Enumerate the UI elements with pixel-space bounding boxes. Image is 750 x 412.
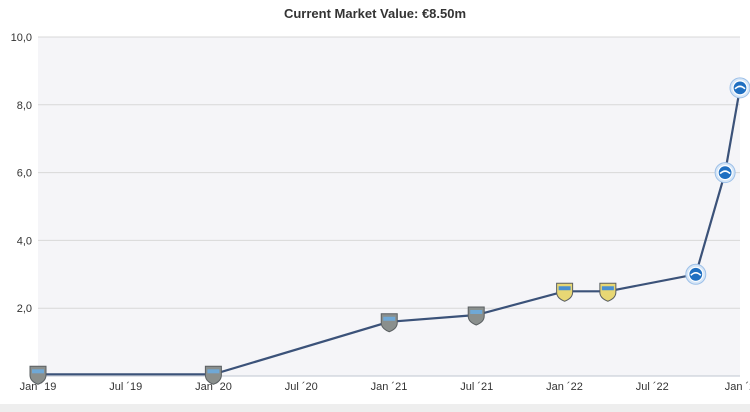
data-point-club-crest[interactable] — [599, 282, 617, 302]
data-point-club-crest[interactable] — [380, 313, 398, 333]
y-tick-label: 10,0 — [11, 32, 32, 44]
y-axis-ticks: 10,0 8,0 6,0 4,0 2,0 — [11, 32, 32, 315]
data-point-club-crest[interactable] — [556, 282, 574, 302]
club-markers — [29, 77, 750, 385]
data-point-club-crest[interactable] — [204, 365, 222, 385]
x-tick-label: Jan ´22 — [546, 381, 583, 393]
data-point-club-crest[interactable] — [729, 77, 750, 99]
chart-title: Current Market Value: €8.50m — [283, 6, 467, 21]
y-tick-label: 2,0 — [17, 303, 32, 315]
bottom-scroll-area — [0, 404, 750, 412]
data-point-club-crest[interactable] — [685, 263, 707, 285]
x-tick-label: Jan ´20 — [195, 381, 232, 393]
y-tick-label: 6,0 — [17, 168, 32, 180]
y-tick-label: 8,0 — [17, 100, 32, 112]
data-point-club-crest[interactable] — [29, 365, 47, 385]
data-point-club-crest[interactable] — [467, 306, 485, 326]
x-tick-label: Jul ´20 — [285, 381, 318, 393]
x-tick-label: Jan ´19 — [20, 381, 57, 393]
x-axis-ticks: Jan ´19 Jul ´19 Jan ´20 Jul ´20 Jan ´21 Jul ´… — [20, 381, 750, 393]
x-tick-label: Jan ´21 — [371, 381, 408, 393]
x-tick-label: Jul ´19 — [109, 381, 142, 393]
grid-lines — [38, 36, 740, 309]
x-tick-label: Jan ´2 — [725, 381, 750, 393]
data-point-club-crest[interactable] — [714, 162, 736, 184]
x-tick-label: Jul ´21 — [460, 381, 493, 393]
y-tick-label: 4,0 — [17, 235, 32, 247]
x-tick-label: Jul ´22 — [636, 381, 669, 393]
